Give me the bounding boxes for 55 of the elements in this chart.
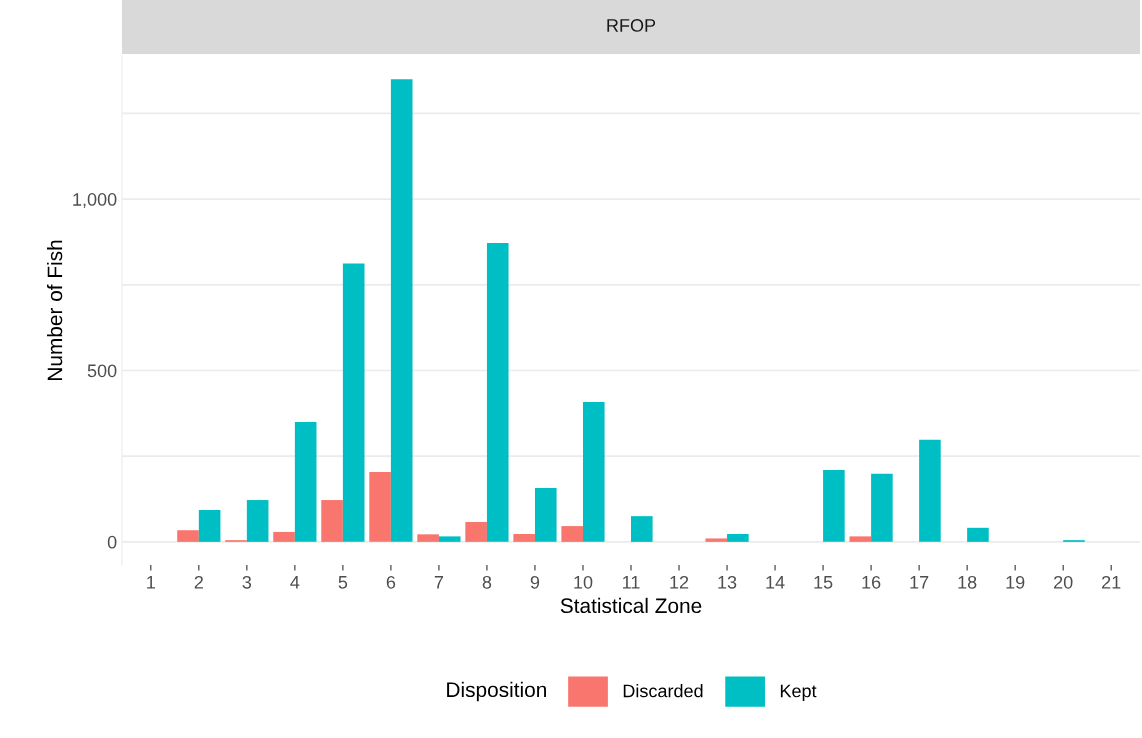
x-tick-label: 15 [814, 576, 833, 589]
y-tick-label: 500 [87, 364, 117, 378]
x-tick-label: 18 [958, 575, 977, 589]
bar [534, 488, 557, 542]
bar [390, 79, 413, 542]
bar [727, 533, 749, 542]
bar [631, 516, 653, 542]
x-tick-label: 2 [194, 575, 203, 589]
bar [871, 473, 893, 542]
bar [582, 402, 605, 542]
bar [561, 526, 583, 542]
bar [246, 500, 269, 542]
bar [967, 527, 989, 542]
y-axis-title: Number of Fish [46, 240, 63, 380]
x-tick-label: 6 [386, 575, 396, 589]
y-tick-label: 0 [107, 535, 117, 549]
bar [486, 242, 509, 542]
x-tick-label: 19 [1006, 575, 1025, 589]
x-tick-label: 8 [482, 575, 492, 589]
x-tick-label: 3 [242, 575, 252, 589]
bar [849, 536, 872, 542]
chart-title: RFOP [607, 19, 656, 32]
legend-label: Kept [780, 684, 817, 701]
x-tick-label: 4 [290, 576, 300, 589]
bar [198, 509, 221, 542]
x-tick-label: 14 [766, 576, 785, 589]
bar [705, 538, 728, 542]
x-tick-label: 1 [147, 576, 155, 589]
y-tick-label: 1,000 [73, 193, 117, 208]
bar [823, 469, 845, 542]
bar [513, 533, 535, 542]
bar [273, 531, 295, 542]
x-tick-label: 11 [623, 576, 640, 589]
bar [369, 471, 391, 542]
bar [294, 421, 317, 542]
bar [321, 500, 343, 542]
x-tick-label: 17 [910, 576, 929, 589]
x-tick-label: 5 [338, 576, 348, 589]
x-tick-label: 21 [1102, 575, 1121, 589]
legend-label: Discarded [623, 684, 703, 698]
bar [177, 530, 199, 542]
bar [465, 521, 487, 542]
x-tick-label: 12 [670, 575, 689, 589]
bar [919, 439, 941, 542]
x-tick-label: 16 [862, 575, 881, 589]
x-tick-label: 13 [718, 575, 737, 589]
bar [417, 534, 439, 542]
bar [438, 536, 461, 542]
x-tick-label: 20 [1054, 575, 1073, 589]
bar [342, 263, 365, 542]
x-tick-label: 7 [434, 576, 444, 589]
x-tick-label: 9 [530, 575, 540, 589]
legend-title: Disposition [447, 681, 546, 702]
x-tick-label: 10 [574, 575, 593, 589]
x-axis-title: Statistical Zone [560, 597, 702, 614]
